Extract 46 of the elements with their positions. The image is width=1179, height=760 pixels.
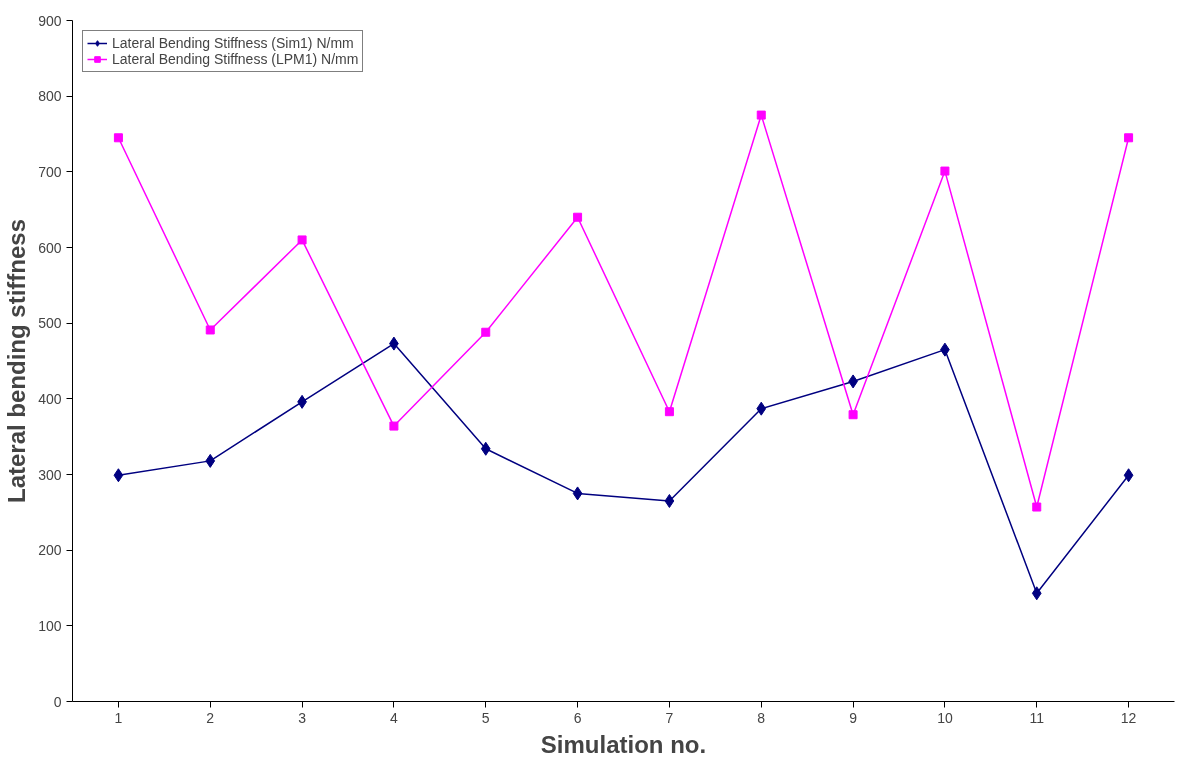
- point: [756, 110, 766, 120]
- x-tick-label: 2: [206, 709, 215, 726]
- point: [481, 327, 491, 337]
- point: [297, 235, 307, 245]
- point: [756, 401, 767, 416]
- point: [389, 421, 399, 431]
- point: [664, 493, 675, 508]
- legend-label: Lateral Bending Stiffness (LPM1) N/mm: [112, 51, 359, 67]
- x-tick-label: 10: [937, 709, 953, 726]
- x-axis-title: Simulation no.: [540, 730, 707, 758]
- point: [1124, 133, 1134, 143]
- x-tick-label: 5: [481, 709, 490, 726]
- point: [1031, 586, 1042, 601]
- x-tick-label: 9: [849, 709, 858, 726]
- x-tick-label: 1: [114, 709, 123, 726]
- x-tick-label: 4: [390, 709, 399, 726]
- y-tick-label: 500: [38, 315, 62, 332]
- x-tick-label: 7: [665, 709, 674, 726]
- y-tick-label: 200: [38, 542, 62, 559]
- y-axis-title: Lateral bending stiffness: [3, 218, 31, 504]
- point: [205, 325, 215, 335]
- point: [113, 133, 123, 143]
- y-tick-label: 900: [38, 12, 62, 29]
- point: [480, 441, 491, 456]
- x-tick-label: 12: [1120, 709, 1137, 726]
- x-tick-label: 8: [757, 709, 766, 726]
- y-tick-label: 700: [38, 163, 62, 180]
- point: [664, 407, 674, 417]
- legend-label: Lateral Bending Stiffness (Sim1) N/mm: [112, 35, 354, 51]
- x-tick-label: 3: [298, 709, 307, 726]
- y-tick-label: 0: [53, 693, 62, 710]
- x-tick-label: 11: [1029, 709, 1045, 726]
- point: [1032, 502, 1042, 512]
- point: [1123, 468, 1134, 483]
- y-tick-label: 400: [38, 390, 62, 407]
- point: [573, 212, 583, 222]
- y-tick-label: 800: [38, 88, 62, 105]
- point: [113, 468, 124, 483]
- y-tick-label: 300: [38, 466, 62, 483]
- point: [940, 166, 950, 176]
- y-tick-label: 100: [38, 617, 62, 634]
- point: [205, 453, 216, 468]
- y-tick-label: 600: [38, 239, 62, 256]
- point: [572, 486, 583, 501]
- point: [848, 410, 858, 420]
- x-tick-label: 6: [573, 709, 582, 726]
